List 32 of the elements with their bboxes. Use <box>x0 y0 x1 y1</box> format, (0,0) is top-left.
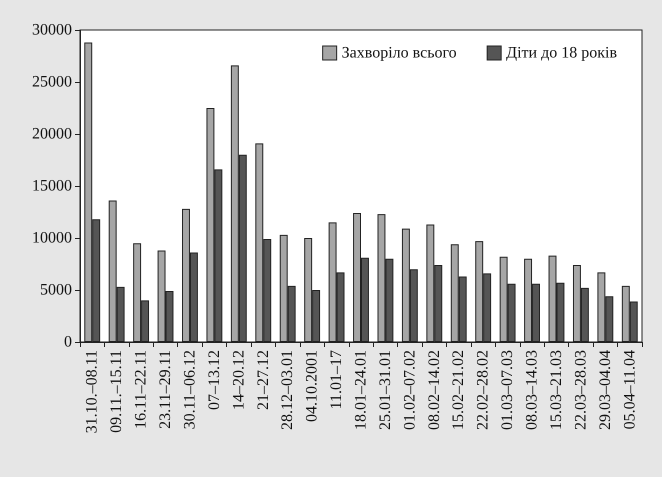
y-tick-label: 15000 <box>32 178 72 194</box>
x-tick-label: 22.03–28.03 <box>572 350 590 430</box>
x-tick-label: 11.01–17 <box>328 350 346 410</box>
x-tick-label: 25.01–31.01 <box>376 350 394 430</box>
x-tick-label: 18.01–24.01 <box>352 350 370 430</box>
x-tick-label: 29.03–04.04 <box>596 350 614 430</box>
x-tick-label: 21–27.12 <box>254 350 272 410</box>
x-tick-label: 04.10.2001 <box>304 350 321 422</box>
x-tick-label: 14–20.12 <box>230 350 248 410</box>
y-tick-label: 0 <box>64 334 72 350</box>
y-tick-label: 20000 <box>32 126 72 142</box>
x-tick-label: 08.03–14.03 <box>524 350 541 430</box>
x-tick-label: 15.03–21.03 <box>548 350 565 430</box>
x-tick-label: 09.11.–15.11 <box>108 350 126 433</box>
y-tick-label: 25000 <box>32 74 72 90</box>
y-tick-label: 5000 <box>40 282 72 298</box>
legend-label: Діти до 18 років <box>506 44 618 62</box>
x-tick-label: 22.02–28.02 <box>474 350 492 430</box>
x-tick-label: 28.12–03.01 <box>279 350 296 430</box>
x-tick-label: 01.02–07.02 <box>401 350 418 430</box>
x-tick-label: 15.02–21.02 <box>450 350 468 430</box>
x-tick-label: 05.04–11.04 <box>621 350 638 430</box>
x-tick-label: 08.02–14.02 <box>426 350 443 430</box>
x-tick-label: 23.11–29.11 <box>157 350 174 429</box>
y-tick-label: 10000 <box>32 230 72 246</box>
x-tick-label: 30.11–06.12 <box>181 350 198 430</box>
x-tick-label: 07–13.12 <box>206 350 223 410</box>
x-tick-label: 16.11–22.11 <box>132 350 150 429</box>
x-tick-label: 31.10.–08.11 <box>84 350 101 434</box>
legend-label: Захворіло всього <box>342 44 457 62</box>
y-tick-label: 30000 <box>32 22 72 38</box>
x-tick-label: 01.03–07.03 <box>499 350 516 430</box>
